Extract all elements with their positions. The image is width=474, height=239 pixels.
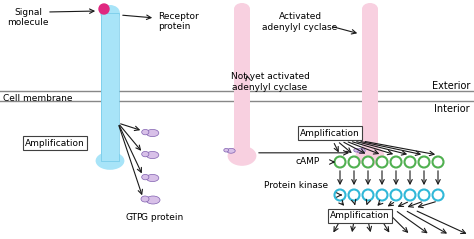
- Circle shape: [363, 190, 374, 201]
- Text: Protein kinase: Protein kinase: [264, 180, 328, 190]
- Text: Exterior: Exterior: [432, 81, 470, 91]
- Ellipse shape: [146, 196, 160, 204]
- Text: GTP: GTP: [125, 213, 143, 223]
- Circle shape: [432, 190, 444, 201]
- Text: Activated
adenylyl cyclase: Activated adenylyl cyclase: [263, 12, 337, 32]
- Circle shape: [391, 190, 401, 201]
- Text: Cell membrane: Cell membrane: [3, 94, 73, 103]
- Circle shape: [335, 190, 346, 201]
- Text: Receptor
protein: Receptor protein: [158, 12, 199, 31]
- Ellipse shape: [146, 151, 159, 159]
- Ellipse shape: [142, 151, 149, 157]
- Circle shape: [348, 157, 359, 168]
- Text: Not yet activated
adenylyl cyclase: Not yet activated adenylyl cyclase: [230, 72, 310, 92]
- Bar: [234, 9, 250, 156]
- Ellipse shape: [146, 174, 159, 182]
- Circle shape: [391, 157, 401, 168]
- Ellipse shape: [142, 174, 149, 180]
- Text: G protein: G protein: [141, 213, 183, 223]
- Bar: [362, 9, 378, 156]
- Ellipse shape: [356, 146, 384, 166]
- Text: Interior: Interior: [434, 104, 470, 114]
- Ellipse shape: [354, 148, 359, 152]
- Ellipse shape: [100, 5, 120, 21]
- Ellipse shape: [142, 129, 149, 135]
- Circle shape: [376, 190, 388, 201]
- Bar: [101, 13, 119, 161]
- Circle shape: [432, 157, 444, 168]
- Circle shape: [335, 157, 346, 168]
- Text: Amplification: Amplification: [330, 212, 390, 221]
- Ellipse shape: [96, 152, 124, 170]
- Text: Signal
molecule: Signal molecule: [7, 8, 49, 27]
- Circle shape: [419, 190, 429, 201]
- Ellipse shape: [234, 3, 250, 15]
- Ellipse shape: [227, 148, 235, 153]
- Circle shape: [348, 190, 359, 201]
- Ellipse shape: [146, 129, 159, 137]
- Circle shape: [419, 157, 429, 168]
- Text: Amplification: Amplification: [300, 129, 360, 137]
- Text: Amplification: Amplification: [25, 138, 85, 147]
- Circle shape: [404, 157, 416, 168]
- Circle shape: [404, 190, 416, 201]
- Ellipse shape: [141, 196, 149, 202]
- Circle shape: [376, 157, 388, 168]
- Text: cAMP: cAMP: [296, 158, 320, 167]
- Ellipse shape: [224, 148, 228, 152]
- Bar: [101, 13, 119, 161]
- Circle shape: [363, 157, 374, 168]
- Ellipse shape: [228, 146, 256, 166]
- Ellipse shape: [362, 3, 378, 15]
- Ellipse shape: [357, 148, 365, 153]
- Ellipse shape: [99, 4, 109, 14]
